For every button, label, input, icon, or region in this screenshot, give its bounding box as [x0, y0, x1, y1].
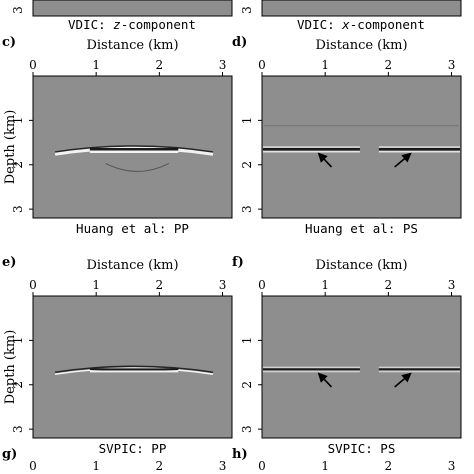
panel-caption: SVPIC: PS	[328, 441, 396, 456]
x-tick-label: 1	[92, 58, 100, 72]
panel-caption: Huang et al: PS	[305, 221, 418, 236]
panel-letter-h: h)	[232, 447, 248, 462]
y-tick-label: 2	[240, 161, 254, 169]
x-axis-title: Distance (km)	[86, 258, 178, 273]
polarity-reversal-gap	[359, 365, 379, 374]
bottom-x-tick-label: 3	[219, 459, 227, 473]
y-tick-label: 2	[11, 381, 25, 389]
x-tick-label: 0	[29, 58, 37, 72]
reflector-light	[54, 367, 214, 376]
reflector-dark	[54, 145, 214, 154]
bottom-x-tick-label: 0	[258, 459, 266, 473]
x-tick-label: 3	[219, 58, 227, 72]
y-axis-title: Depth (km)	[3, 330, 18, 405]
panel-letter: f)	[232, 255, 244, 270]
y-tick-label: 2	[11, 161, 25, 169]
x-tick-label: 2	[385, 58, 393, 72]
y-tick-label: 3	[11, 425, 25, 433]
bottom-x-tick-label: 1	[321, 459, 329, 473]
panel-caption: Huang et al: PP	[76, 221, 189, 236]
bottom-x-tick-label: 2	[156, 459, 164, 473]
y-tick-label: 1	[11, 117, 25, 125]
top-left-ytick-3: 3	[11, 6, 25, 14]
top-left-panel-stub: 3 VDIC: z-component	[11, 0, 233, 32]
panel-d: d) Distance (km) 0 1 2 3 1 2 3 Huang et al: PS	[232, 35, 462, 236]
x-tick-label: 0	[258, 58, 266, 72]
bottom-x-tick-label: 2	[385, 459, 393, 473]
panel-e: e) Distance (km) 0 1 2 3 1 2 3 Depth (km) SVPIC: P…	[2, 255, 233, 456]
panels-layer: c) Distance (km) 0 1 2 3 1 2 3 Depth (km) Huang et…	[2, 35, 462, 456]
x-axis-title: Distance (km)	[315, 258, 407, 273]
panel-caption: SVPIC: PP	[99, 441, 167, 456]
x-tick-label: 1	[92, 278, 100, 292]
y-tick-label: 1	[240, 337, 254, 345]
y-axis-title: Depth (km)	[3, 110, 18, 185]
arrow-annotation	[317, 372, 333, 388]
x-tick-label: 0	[258, 278, 266, 292]
x-tick-label: 2	[156, 58, 164, 72]
x-tick-label: 2	[385, 278, 393, 292]
x-tick-label: 3	[448, 278, 456, 292]
y-tick-label: 3	[11, 205, 25, 213]
panel-letter: d)	[232, 35, 247, 50]
diffraction-artifact	[105, 162, 170, 172]
panel-letter: c)	[2, 35, 16, 50]
y-tick-label: 1	[240, 117, 254, 125]
y-tick-label: 2	[240, 381, 254, 389]
top-right-caption: VDIC: x-component	[297, 17, 425, 32]
x-tick-label: 2	[156, 278, 164, 292]
arrow-annotation	[394, 372, 412, 388]
bottom-x-tick-label: 0	[29, 459, 37, 473]
panel-f: f) Distance (km) 0 1 2 3 1 2 3 SVPIC: PS	[232, 255, 462, 456]
top-left-caption: VDIC: z-component	[68, 17, 196, 32]
arrow-annotation	[317, 152, 333, 168]
x-tick-label: 1	[321, 58, 329, 72]
y-tick-label: 3	[240, 205, 254, 213]
polarity-reversal-gap	[359, 145, 379, 154]
x-tick-label: 3	[448, 58, 456, 72]
x-tick-label: 3	[219, 278, 227, 292]
top-right-panel-stub: 3 VDIC: x-component	[240, 0, 462, 32]
bottom-row-stub: g) h) 0 1 2 3 0 1 2 3	[2, 447, 455, 473]
reflector-dark	[54, 365, 214, 373]
bottom-x-tick-label: 3	[448, 459, 456, 473]
panel-letter: e)	[2, 255, 16, 270]
x-tick-label: 0	[29, 278, 37, 292]
panel-letter-g: g)	[2, 447, 17, 462]
x-tick-label: 1	[321, 278, 329, 292]
arrow-annotation	[394, 152, 412, 168]
y-tick-label: 3	[240, 425, 254, 433]
x-axis-title: Distance (km)	[315, 38, 407, 53]
bottom-x-tick-label: 1	[92, 459, 100, 473]
x-axis-title: Distance (km)	[86, 38, 178, 53]
panel-c: c) Distance (km) 0 1 2 3 1 2 3 Depth (km) Huang et…	[2, 35, 233, 236]
bottom-x-ticks: 0 1 2 3 0 1 2 3	[29, 459, 455, 473]
plot-area	[32, 295, 233, 439]
y-tick-label: 1	[11, 337, 25, 345]
top-right-ytick-3: 3	[240, 6, 254, 14]
